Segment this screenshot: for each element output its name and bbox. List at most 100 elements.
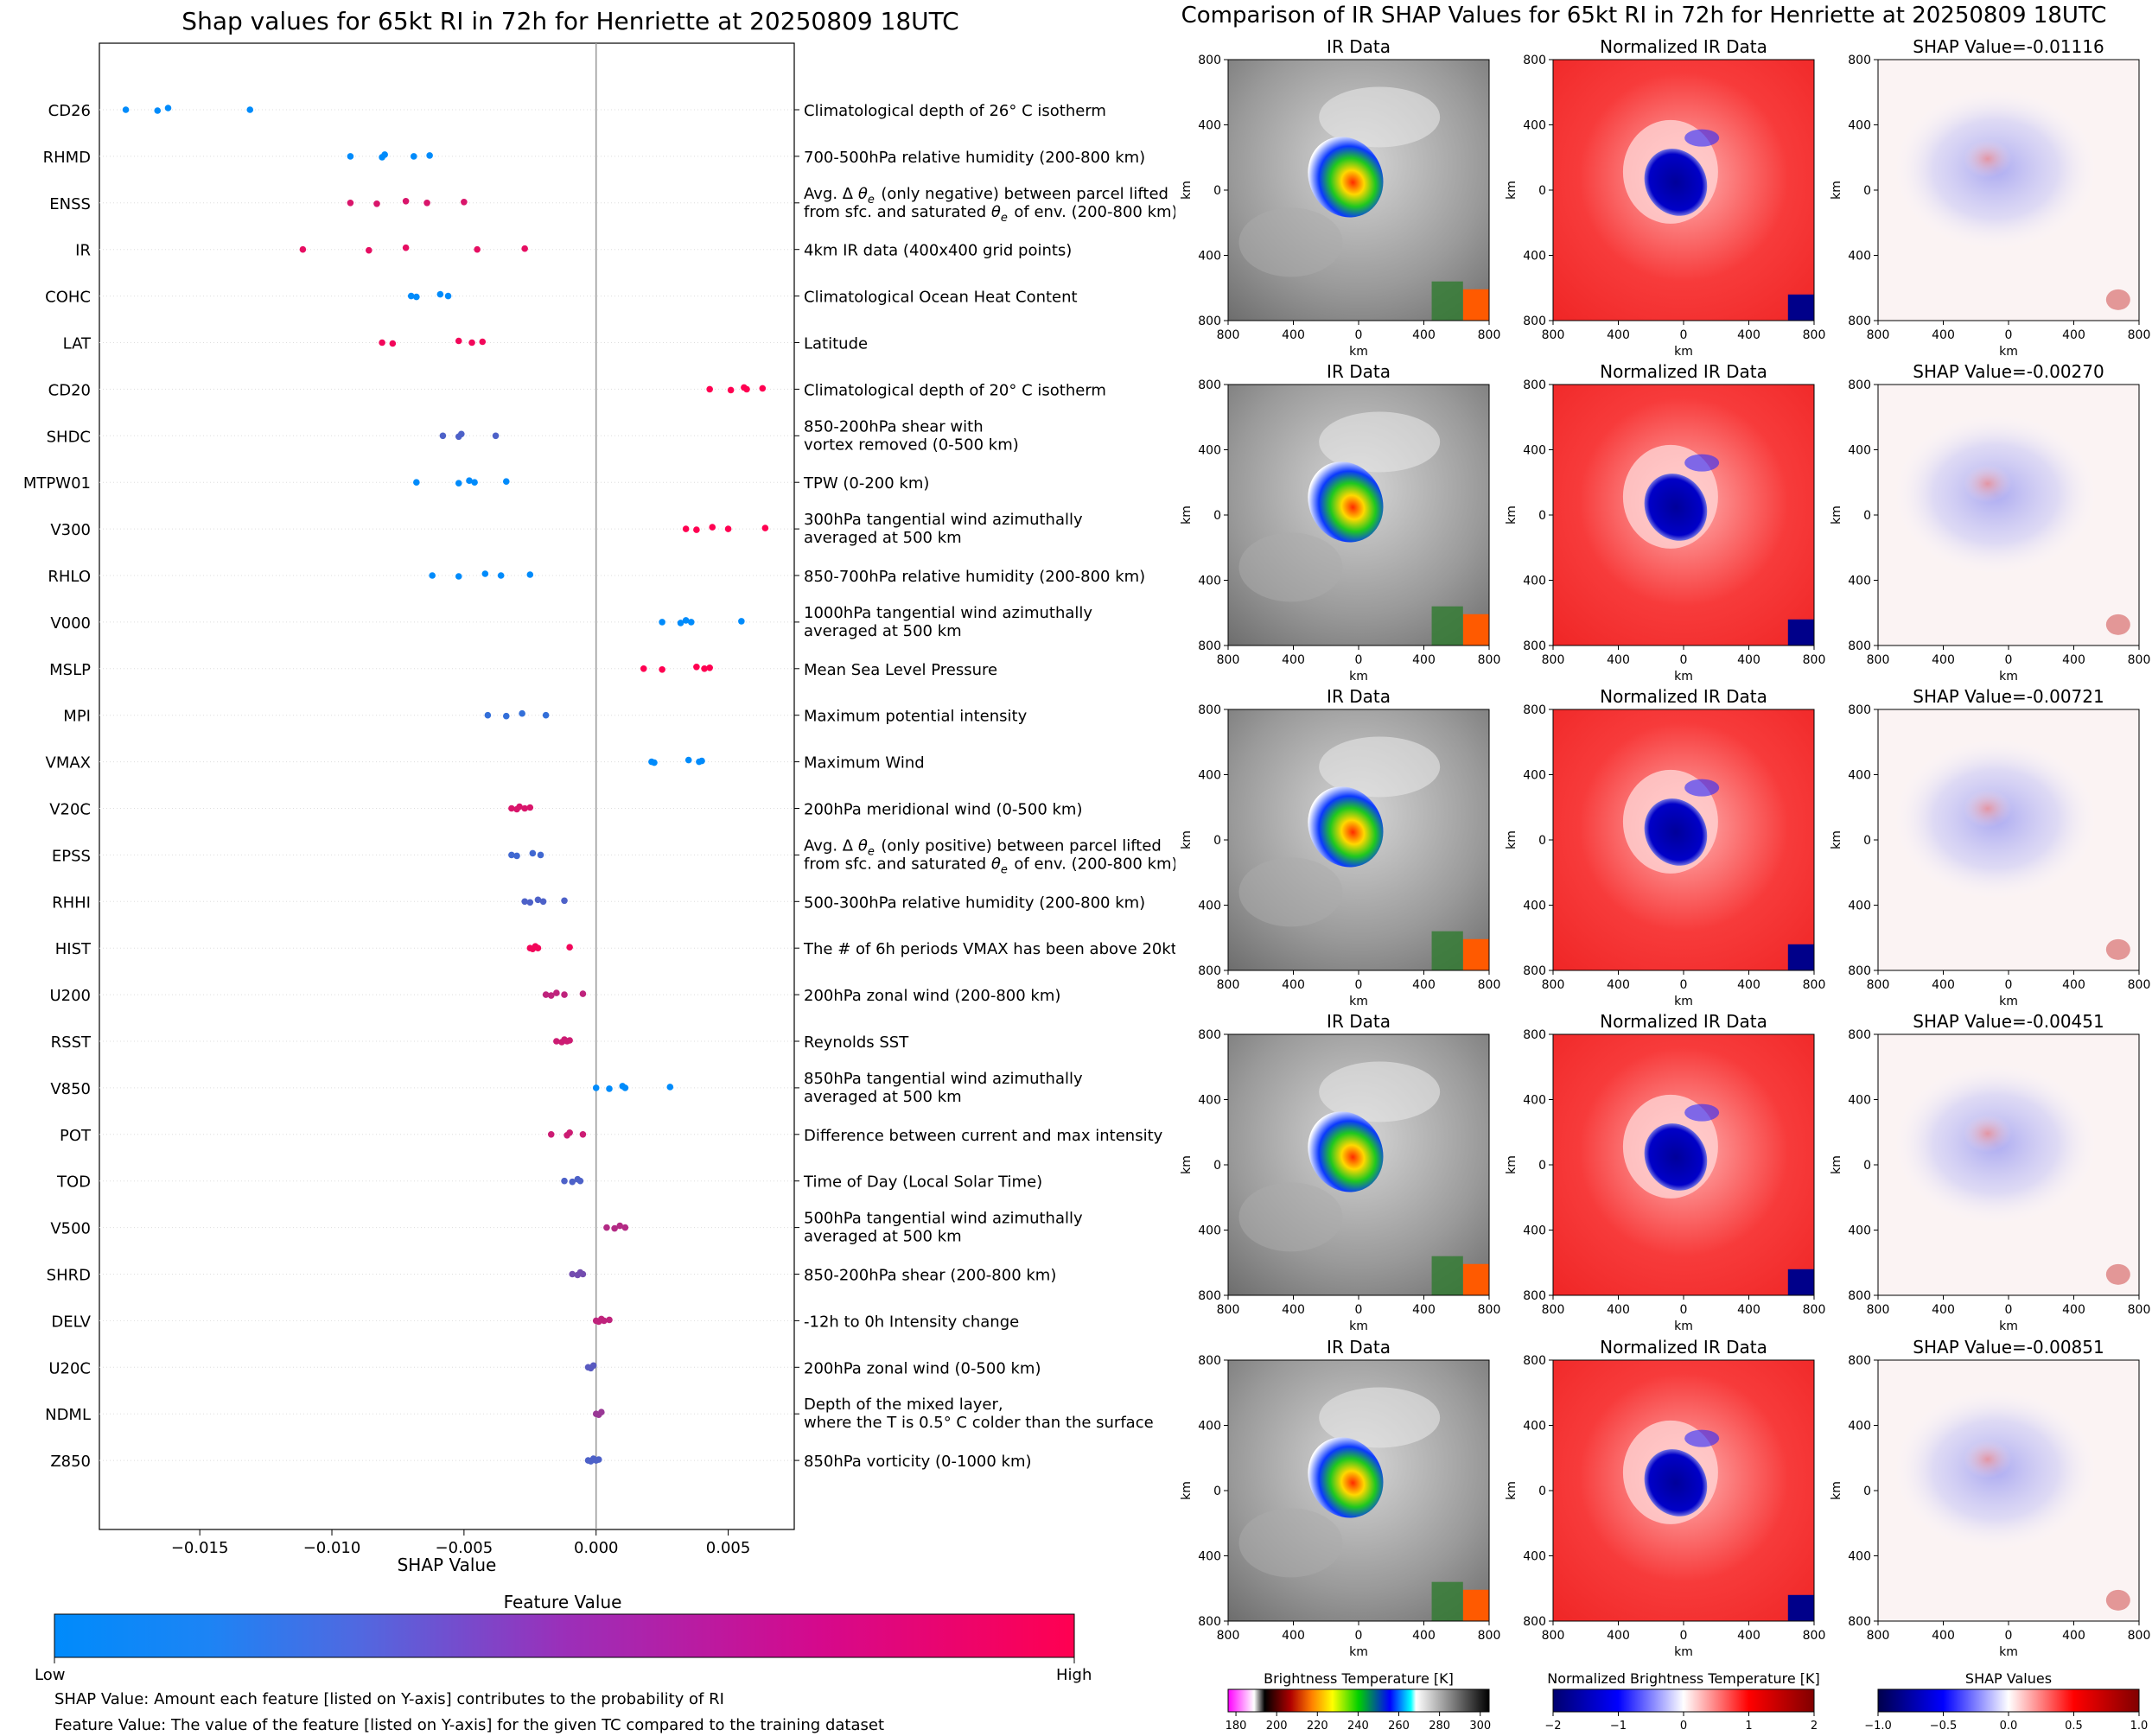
axis-tick-label: 800 xyxy=(1867,1303,1890,1317)
axis-tick-label: 800 xyxy=(1217,1629,1240,1643)
feature-name-label: V500 xyxy=(50,1220,91,1238)
shap-point xyxy=(466,477,473,484)
shap-point xyxy=(659,666,665,673)
shap-point xyxy=(682,617,690,624)
shap-point xyxy=(423,200,430,207)
axis-tick-label: 0 xyxy=(1863,1485,1871,1498)
x-tick-label: 0.000 xyxy=(574,1539,619,1557)
axis-tick-label: 400 xyxy=(2062,328,2085,342)
axis-tick-label: 800 xyxy=(2128,1303,2151,1317)
normalized-ir-panel: Normalized IR Data 800 400 0 400 800 km 800 400 0… xyxy=(1505,686,1825,1008)
axis-tick-label: 800 xyxy=(1217,1303,1240,1317)
shap-point xyxy=(458,430,465,438)
y-axis-label: km xyxy=(1180,506,1194,525)
shap-point xyxy=(553,1038,560,1045)
axis-tick-label: 0 xyxy=(1213,1159,1221,1173)
axis-tick-label: 800 xyxy=(1542,1303,1565,1317)
feature-description: 850-700hPa relative humidity (200-800 km… xyxy=(804,568,1145,586)
y-axis-label: km xyxy=(1830,181,1843,200)
shap-point xyxy=(606,1316,613,1324)
feature-description: 200hPa meridional wind (0-500 km) xyxy=(804,801,1082,819)
panel-title: SHAP Value=-0.00851 xyxy=(1913,1337,2104,1358)
shap-point xyxy=(598,1409,605,1415)
shap-map-panel: SHAP Value=-0.00851 800 400 0 400 800 km 800 400… xyxy=(1830,1337,2150,1659)
shap-point xyxy=(526,899,534,906)
axis-tick-label: 400 xyxy=(1607,653,1630,667)
axis-tick-label: 400 xyxy=(1523,1550,1546,1564)
axis-tick-label: 400 xyxy=(1848,575,1871,588)
feature-description: 850hPa tangential wind azimuthally xyxy=(804,1070,1083,1088)
feature-description: Climatological Ocean Heat Content xyxy=(804,289,1078,307)
shap-point xyxy=(724,525,732,532)
shap-point xyxy=(706,385,713,393)
axis-tick-label: 800 xyxy=(1198,1289,1221,1303)
shap-point xyxy=(684,756,692,764)
axis-tick-label: 800 xyxy=(1803,978,1826,992)
axis-tick-label: 0 xyxy=(2005,978,2013,992)
colorbar-tick-label: 260 xyxy=(1388,1720,1410,1733)
y-axis-label: km xyxy=(1180,1481,1194,1500)
axis-tick-label: 0 xyxy=(1680,653,1688,667)
shap-point xyxy=(402,244,410,251)
x-axis-label: km xyxy=(1349,345,1368,359)
feature-description: Latitude xyxy=(804,335,868,353)
axis-tick-label: 0 xyxy=(1680,1303,1688,1317)
y-axis-label: km xyxy=(1830,1481,1843,1500)
shap-point xyxy=(606,1085,613,1092)
axis-tick-label: 400 xyxy=(1412,978,1436,992)
y-axis-label: km xyxy=(1505,181,1518,200)
axis-tick-label: 800 xyxy=(1848,639,1871,653)
axis-tick-label: 800 xyxy=(1478,1629,1501,1643)
axis-tick-label: 800 xyxy=(1523,1615,1546,1629)
feature-description: Avg. Δ θe (only negative) between parcel… xyxy=(804,185,1168,207)
feature-description: vortex removed (0-500 km) xyxy=(804,436,1019,454)
axis-tick-label: 800 xyxy=(1803,328,1826,342)
axis-tick-label: 800 xyxy=(1848,964,1871,978)
axis-tick-label: 0 xyxy=(1680,1629,1688,1643)
y-axis-label: km xyxy=(1830,1155,1843,1174)
axis-tick-label: 400 xyxy=(1848,250,1871,264)
axis-tick-label: 800 xyxy=(1848,315,1871,328)
shap-point xyxy=(561,991,568,998)
axis-tick-label: 800 xyxy=(2128,653,2151,667)
axis-tick-label: 400 xyxy=(1848,444,1871,458)
x-axis-label: km xyxy=(1674,1319,1693,1333)
axis-tick-label: 800 xyxy=(1848,1289,1871,1303)
axis-tick-label: 400 xyxy=(1607,978,1630,992)
axis-tick-label: 800 xyxy=(1542,328,1565,342)
shap-point xyxy=(402,198,410,205)
axis-tick-label: 800 xyxy=(1523,639,1546,653)
axis-tick-label: 400 xyxy=(1523,1224,1546,1238)
shap-point xyxy=(468,339,475,347)
shap-point xyxy=(519,709,525,717)
feature-name-label: COHC xyxy=(45,289,91,307)
axis-tick-label: 0 xyxy=(2005,653,2013,667)
shap-point xyxy=(389,340,397,347)
axis-tick-label: 800 xyxy=(1848,703,1871,717)
axis-tick-label: 0 xyxy=(1538,834,1546,848)
shap-point xyxy=(579,1270,587,1278)
colorbar-title: Normalized Brightness Temperature [K] xyxy=(1547,1670,1820,1687)
colorbar-tick-label: 0 xyxy=(1680,1720,1687,1733)
ir-data-panel: IR Data 800 400 0 400 800 km 800 400 0 400 800 km xyxy=(1180,686,1500,1008)
axis-tick-label: 0 xyxy=(2005,328,2013,342)
comparison-title: Comparison of IR SHAP Values for 65kt RI… xyxy=(1181,3,2107,29)
shap-point xyxy=(444,292,452,300)
shap-point xyxy=(553,989,560,996)
panel-title: IR Data xyxy=(1327,361,1391,382)
ir-data-panel: IR Data 800 400 0 400 800 km 800 400 0 400 800 km xyxy=(1180,36,1500,359)
shap-point xyxy=(709,524,716,531)
panel-title: Normalized IR Data xyxy=(1600,361,1767,382)
panel-title: IR Data xyxy=(1327,36,1391,57)
feature-name-label: Z850 xyxy=(50,1453,91,1471)
shap-point xyxy=(122,106,130,113)
y-axis-label: km xyxy=(1505,506,1518,525)
axis-tick-label: 400 xyxy=(1932,328,1955,342)
axis-tick-label: 400 xyxy=(1282,328,1305,342)
feature-description: 850hPa vorticity (0-1000 km) xyxy=(804,1453,1032,1471)
axis-tick-label: 400 xyxy=(1198,1550,1221,1564)
feature-description: 850-200hPa shear (200-800 km) xyxy=(804,1267,1056,1285)
panel-title: Normalized IR Data xyxy=(1600,1337,1767,1358)
colorbar-title: SHAP Values xyxy=(1965,1670,2052,1687)
colorbar-tick-label: −1 xyxy=(1610,1720,1627,1733)
